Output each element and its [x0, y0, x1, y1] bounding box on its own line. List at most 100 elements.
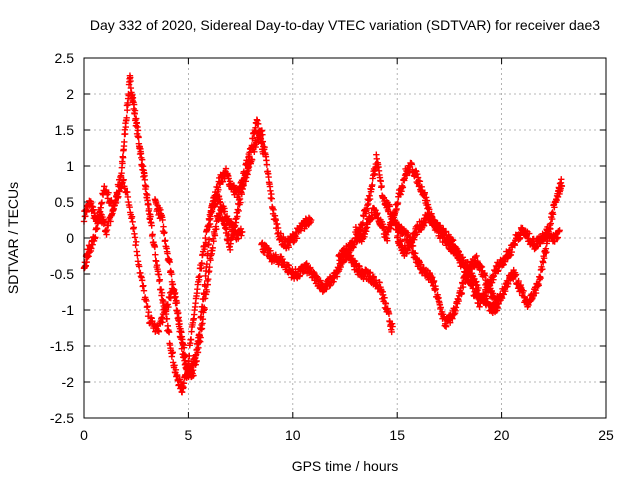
data-point-marker — [330, 278, 337, 285]
data-point-marker — [267, 187, 274, 195]
data-point-marker — [193, 346, 200, 354]
x-tick-label: 5 — [185, 427, 193, 443]
data-point-marker — [130, 101, 138, 108]
data-point-marker — [142, 183, 150, 191]
data-point-marker — [123, 114, 130, 121]
data-point-marker — [138, 277, 146, 284]
data-point-marker — [218, 208, 225, 216]
data-point-marker — [495, 297, 503, 305]
data-point-marker — [179, 339, 186, 346]
data-point-marker — [229, 234, 237, 241]
data-point-marker — [87, 199, 95, 207]
data-point-marker — [413, 231, 421, 238]
data-point-marker — [449, 237, 457, 244]
data-point-marker — [205, 236, 213, 243]
data-point-marker — [426, 206, 433, 213]
data-point-marker — [422, 194, 430, 201]
data-point-marker — [118, 169, 125, 177]
data-point-marker — [498, 294, 506, 302]
data-point-marker — [211, 232, 219, 239]
data-point-marker — [133, 238, 140, 245]
data-point-marker — [155, 328, 163, 335]
data-point-marker — [196, 272, 203, 280]
data-point-marker — [226, 246, 234, 254]
chart-title: Day 332 of 2020, Sidereal Day-to-day VTE… — [90, 17, 600, 33]
data-point-marker — [112, 199, 120, 207]
data-point-marker — [160, 223, 167, 230]
data-point-marker — [374, 210, 381, 217]
data-point-marker — [279, 255, 286, 263]
data-point-marker — [201, 291, 208, 298]
data-point-marker — [215, 186, 222, 194]
axis-ticks: 0 5 10 15 20 25 2.5 2 1.5 1 0.5 0 -0.5 -1 -1.5 -2 -2.5 — [50, 50, 614, 443]
x-tick-label: 20 — [494, 427, 510, 443]
data-point-marker — [489, 290, 497, 297]
data-point-marker — [138, 156, 146, 163]
data-point-marker — [254, 120, 262, 128]
data-point-marker — [230, 182, 238, 189]
data-point-marker — [458, 289, 465, 297]
data-point-marker — [203, 260, 211, 268]
data-point-marker — [140, 287, 148, 294]
data-point-marker — [437, 304, 444, 311]
data-point-marker — [369, 181, 376, 189]
data-point-marker — [240, 182, 247, 189]
data-point-marker — [268, 195, 275, 202]
data-point-marker — [174, 307, 181, 315]
data-point-marker — [446, 319, 454, 326]
data-point-marker — [539, 265, 546, 273]
data-point-marker — [235, 207, 242, 215]
data-point-marker — [384, 237, 391, 244]
data-point-marker — [476, 303, 483, 310]
x-axis-label: GPS time / hours — [292, 458, 399, 474]
data-point-marker — [556, 227, 563, 234]
x-tick-label: 25 — [598, 427, 614, 443]
data-point-marker — [543, 248, 550, 256]
data-point-marker — [532, 289, 540, 297]
data-point-marker — [161, 229, 168, 236]
data-point-marker — [388, 328, 395, 336]
data-point-marker — [88, 245, 95, 252]
data-point-marker — [135, 263, 143, 270]
data-point-marker — [307, 216, 315, 224]
data-point-marker — [169, 281, 177, 288]
data-point-marker — [362, 228, 370, 235]
data-point-marker — [127, 77, 134, 85]
series-group — [258, 239, 396, 336]
data-point-marker — [515, 277, 522, 285]
data-point-marker — [238, 190, 245, 198]
data-point-marker — [442, 323, 450, 330]
data-point-marker — [540, 259, 547, 266]
data-point-marker — [397, 191, 404, 198]
data-point-marker — [366, 195, 374, 203]
data-point-marker — [397, 238, 404, 245]
data-point-marker — [248, 156, 256, 163]
series-group — [394, 209, 563, 310]
data-point-marker — [554, 234, 562, 241]
data-point-marker — [107, 218, 114, 225]
data-point-marker — [449, 315, 456, 322]
data-point-marker — [234, 213, 241, 220]
data-point-marker — [151, 243, 159, 251]
data-point-marker — [470, 282, 477, 289]
data-point-marker — [206, 220, 214, 228]
data-point-marker — [147, 213, 154, 220]
data-point-marker — [356, 263, 363, 270]
data-point-marker — [135, 134, 142, 141]
data-point-marker — [188, 369, 195, 376]
data-point-marker — [86, 249, 93, 256]
data-point-marker — [165, 329, 173, 336]
data-point-marker — [163, 315, 171, 322]
data-point-marker — [428, 213, 436, 221]
data-point-marker — [273, 220, 281, 228]
data-point-marker — [261, 143, 268, 151]
y-tick-label: 2 — [66, 86, 74, 102]
data-point-marker — [171, 286, 178, 294]
data-point-marker — [495, 267, 502, 274]
data-point-marker — [553, 235, 560, 242]
data-point-marker — [209, 244, 216, 252]
data-point-marker — [157, 286, 165, 293]
data-point-marker — [558, 176, 565, 183]
data-point-marker — [484, 289, 492, 296]
